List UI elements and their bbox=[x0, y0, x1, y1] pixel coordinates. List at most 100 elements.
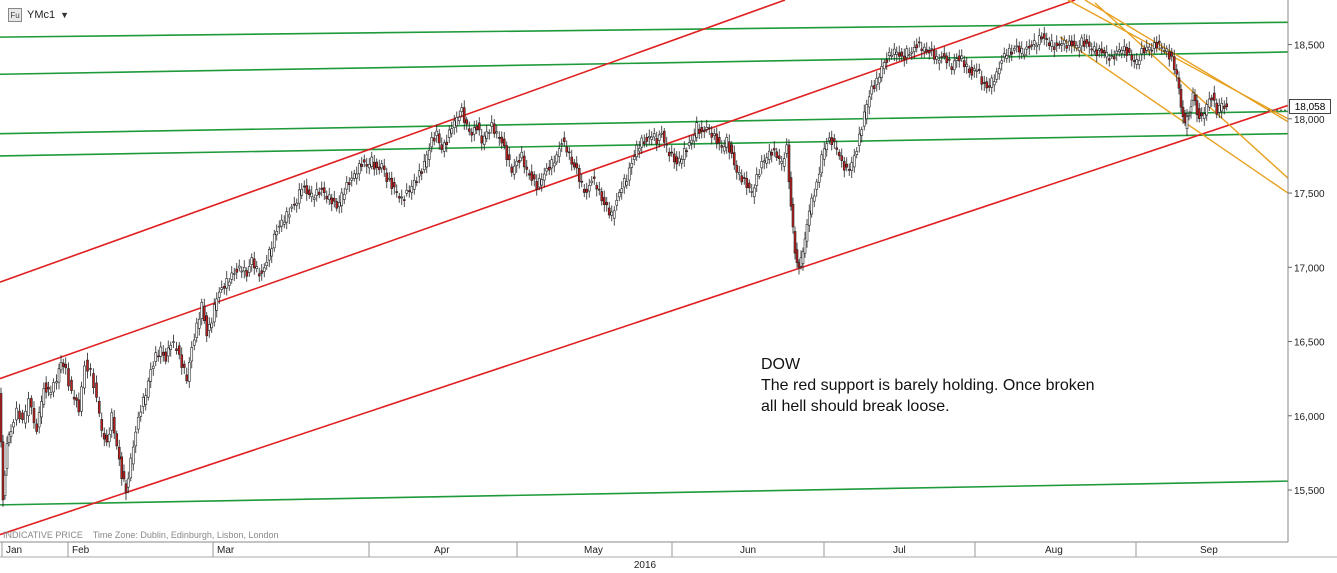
candle-body bbox=[100, 419, 104, 431]
candle-body bbox=[795, 249, 799, 263]
candle-body bbox=[535, 181, 539, 190]
candle-body bbox=[650, 136, 654, 140]
candle-body bbox=[230, 272, 234, 280]
candle-body bbox=[190, 347, 194, 362]
candle-body bbox=[717, 137, 721, 144]
orange-trendline bbox=[1059, 36, 1289, 194]
candle-body bbox=[552, 162, 556, 167]
candle-body bbox=[307, 189, 311, 195]
candle-body bbox=[257, 273, 261, 277]
candle-body bbox=[697, 128, 701, 134]
candle-body bbox=[505, 145, 509, 160]
candle-body bbox=[801, 251, 805, 264]
candle-body bbox=[997, 68, 1001, 75]
candle-body bbox=[161, 351, 165, 356]
candle-body bbox=[700, 127, 704, 132]
candle-body bbox=[630, 163, 634, 168]
candle-body bbox=[1105, 52, 1109, 58]
candle-body bbox=[992, 81, 996, 86]
candle-body bbox=[570, 156, 574, 165]
candle-body bbox=[315, 189, 319, 196]
candle-body bbox=[117, 446, 121, 460]
candle-body bbox=[967, 68, 971, 73]
candle-body bbox=[647, 136, 651, 139]
candle-body bbox=[1045, 38, 1049, 40]
candle-body bbox=[852, 155, 856, 168]
candle-body bbox=[850, 162, 854, 171]
instrument-type-icon: Fu bbox=[8, 8, 22, 22]
candle-body bbox=[292, 203, 296, 206]
candle-body bbox=[149, 369, 153, 382]
symbol-selector[interactable]: Fu YMc1 ▼ bbox=[8, 6, 69, 24]
candle-body bbox=[59, 362, 63, 371]
candle-body bbox=[962, 60, 966, 68]
candle-body bbox=[1130, 54, 1134, 61]
candle-body bbox=[520, 151, 524, 159]
candle-body bbox=[805, 224, 809, 242]
candle-body bbox=[680, 159, 684, 164]
x-tick-label: Jul bbox=[893, 545, 906, 556]
candle-body bbox=[445, 141, 449, 146]
year-label: 2016 bbox=[633, 560, 657, 571]
candle-body bbox=[847, 169, 851, 171]
candle-body bbox=[134, 431, 138, 447]
candle-body bbox=[890, 54, 894, 57]
candle-body bbox=[707, 127, 711, 129]
candle-body bbox=[512, 165, 516, 175]
candle-body bbox=[1097, 48, 1101, 51]
candle-body bbox=[490, 122, 494, 127]
candle-body bbox=[507, 154, 511, 161]
candle-body bbox=[687, 142, 691, 146]
candle-body bbox=[180, 354, 184, 368]
candle-body bbox=[1217, 105, 1221, 113]
candle-body bbox=[255, 266, 259, 270]
candle-body bbox=[832, 138, 836, 142]
candle-body bbox=[1179, 88, 1183, 108]
candle-body bbox=[685, 150, 689, 153]
candle-body bbox=[136, 417, 140, 430]
candle-body bbox=[332, 198, 336, 202]
symbol-label[interactable]: YMc1 bbox=[27, 9, 56, 21]
axis-layer: 15,500 16,000 16,500 17,000 17,500 18,000 18,5… bbox=[0, 0, 1337, 558]
candle-body bbox=[875, 77, 879, 86]
candle-body bbox=[720, 145, 724, 148]
candle-body bbox=[732, 152, 736, 166]
candle-body bbox=[21, 412, 24, 420]
candle-body bbox=[772, 148, 776, 151]
candle-body bbox=[1150, 49, 1154, 52]
candle-body bbox=[565, 146, 569, 153]
candle-body bbox=[835, 147, 839, 150]
orange-trendline bbox=[1094, 2, 1289, 179]
candle-body bbox=[1191, 92, 1195, 101]
candle-body bbox=[272, 233, 276, 249]
candle-body bbox=[1215, 102, 1219, 115]
candle-body bbox=[1080, 37, 1084, 47]
candle-body bbox=[1037, 35, 1041, 45]
candle-body bbox=[312, 197, 316, 200]
chevron-down-icon[interactable]: ▼ bbox=[60, 10, 70, 20]
candle-body bbox=[92, 373, 95, 389]
candle-body bbox=[665, 143, 669, 146]
candle-body bbox=[360, 164, 364, 167]
candle-body bbox=[1112, 56, 1116, 60]
candle-body bbox=[955, 58, 959, 61]
candle-body bbox=[672, 153, 676, 163]
candle-body bbox=[144, 395, 148, 405]
candle-body bbox=[225, 278, 229, 289]
candle-body bbox=[277, 225, 281, 228]
candle-body bbox=[477, 122, 481, 131]
candle-body bbox=[412, 180, 416, 190]
candle-body bbox=[615, 199, 619, 206]
y-tick-label: 17,000 bbox=[1294, 263, 1325, 274]
candle-body bbox=[40, 401, 43, 418]
candle-body bbox=[352, 173, 356, 179]
candle-body bbox=[317, 191, 321, 195]
candle-body bbox=[42, 388, 46, 405]
candle-body bbox=[452, 120, 456, 128]
candle-body bbox=[32, 408, 36, 424]
candle-body bbox=[472, 127, 476, 135]
candle-body bbox=[1140, 48, 1144, 55]
candle-body bbox=[310, 192, 314, 198]
candle-body bbox=[637, 148, 641, 152]
